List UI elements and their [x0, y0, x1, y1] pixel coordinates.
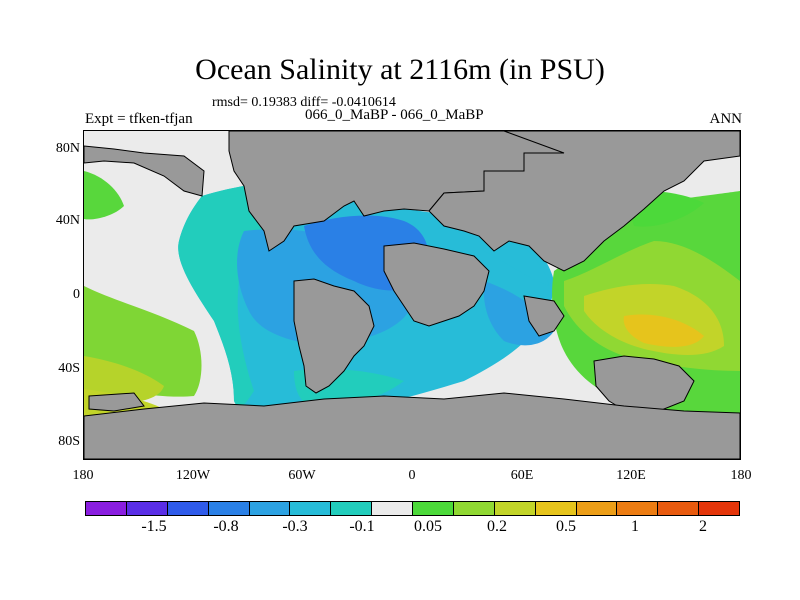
lon-label-120e: 120E — [616, 468, 646, 483]
lat-label-40n: 40N — [55, 213, 80, 228]
lat-label-80s: 80S — [58, 434, 80, 449]
lat-label-80n: 80N — [55, 141, 80, 156]
lon-label-180e: 180 — [730, 468, 752, 483]
colorbar-swatch — [576, 502, 618, 515]
colorbar-label: 1 — [631, 518, 639, 535]
lat-label-40s: 40S — [58, 361, 80, 376]
colorbar — [85, 501, 740, 516]
lon-label-0: 0 — [408, 468, 416, 483]
colorbar-swatch — [331, 502, 373, 515]
colorbar-swatch — [167, 502, 209, 515]
colorbar-label: -0.8 — [213, 518, 239, 535]
season-label: ANN — [709, 111, 743, 127]
colorbar-swatch — [494, 502, 536, 515]
subtitle: 066_0_MaBP - 066_0_MaBP — [305, 107, 484, 123]
colorbar-label: -0.1 — [349, 518, 375, 535]
colorbar-label: 0.05 — [414, 518, 442, 535]
green-patch-northwest — [84, 171, 124, 220]
land-greenland — [84, 145, 205, 197]
lon-label-60w: 60W — [288, 468, 316, 483]
map-canvas — [84, 131, 740, 459]
land-antarctica — [84, 392, 740, 459]
colorbar-label: 0.2 — [487, 518, 507, 535]
colorbar-swatch — [86, 502, 127, 515]
land-india-se-asia — [523, 295, 565, 337]
colorbar-swatch — [126, 502, 168, 515]
experiment-label: Expt = tfken-tfjan — [85, 111, 193, 127]
lon-label-60e: 60E — [510, 468, 534, 483]
colorbar-swatch — [617, 502, 659, 515]
land-africa — [383, 242, 490, 327]
colorbar-swatch — [413, 502, 454, 515]
pacific-orange-core — [623, 314, 704, 347]
stats-line: rmsd= 0.19383 diff= -0.0410614 — [212, 95, 396, 110]
plot-title: Ocean Salinity at 2116m (in PSU) — [195, 53, 605, 86]
land-south-america — [293, 278, 375, 394]
colorbar-swatch — [290, 502, 332, 515]
colorbar-label: 0.5 — [556, 518, 576, 535]
colorbar-label: 2 — [699, 518, 707, 535]
colorbar-swatch — [372, 502, 413, 515]
colorbar-swatch — [453, 502, 495, 515]
lon-label-180w: 180 — [72, 468, 94, 483]
land-southwest-islands — [88, 392, 145, 412]
colorbar-label: -0.3 — [282, 518, 308, 535]
land-australia — [593, 355, 695, 414]
colorbar-swatch — [208, 502, 250, 515]
atlantic-teal-outer — [178, 183, 294, 408]
colorbar-swatch — [699, 502, 739, 515]
salinity-map — [83, 130, 741, 460]
colorbar-swatch — [249, 502, 291, 515]
land-eurasia — [428, 131, 740, 272]
colorbar-swatch — [535, 502, 577, 515]
lat-label-0: 0 — [73, 287, 80, 302]
colorbar-swatch — [658, 502, 700, 515]
lon-label-120w: 120W — [175, 468, 211, 483]
colorbar-label: -1.5 — [141, 518, 167, 535]
